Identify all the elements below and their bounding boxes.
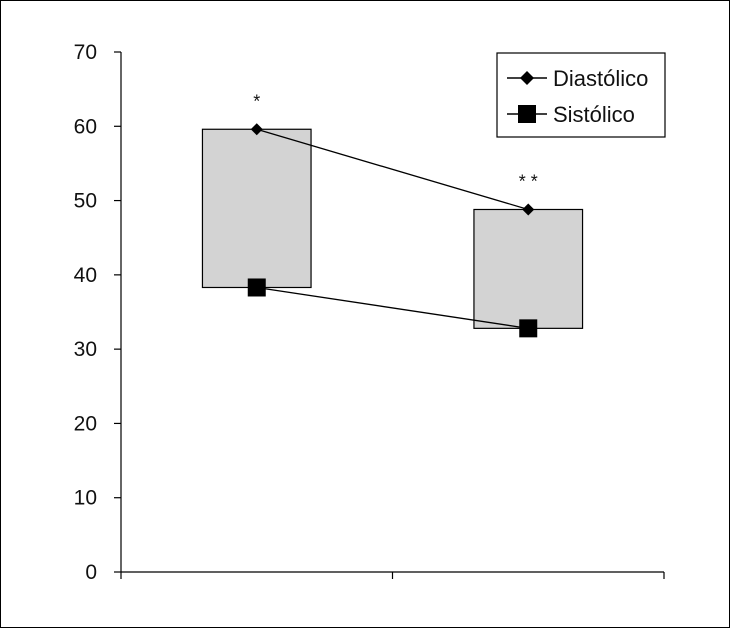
y-tick-label: 60 (74, 115, 97, 138)
x-ticks (120, 572, 665, 579)
range-box (201, 128, 312, 289)
y-tick-label: 40 (74, 264, 97, 287)
data-point-square (519, 319, 538, 338)
significance-marker: * * (519, 171, 538, 191)
data-point-square (247, 278, 266, 297)
range-box (473, 208, 584, 329)
y-tick-label: 0 (85, 561, 97, 584)
y-ticks: 0 10 20 30 40 50 60 70 (74, 41, 121, 584)
y-tick-label: 70 (74, 41, 97, 64)
square-icon (518, 105, 536, 123)
data-point-diamond (522, 203, 535, 216)
y-tick-label: 30 (74, 338, 97, 361)
legend-label-sistolico: Sistólico (553, 102, 635, 127)
legend-label-diastolico: Diastólico (553, 66, 648, 91)
y-tick-label: 10 (74, 487, 97, 510)
series-lines (256, 128, 529, 329)
range-boxes (201, 128, 584, 329)
annotations: * * * (253, 91, 538, 191)
y-tick-label: 20 (74, 412, 97, 435)
series-line (256, 128, 529, 211)
diamond-icon (520, 71, 534, 85)
y-tick-label: 50 (74, 190, 97, 213)
data-point-diamond (250, 123, 263, 136)
series-markers (247, 123, 538, 338)
legend: Diastólico Sistólico (496, 52, 666, 138)
significance-marker: * (253, 91, 260, 111)
series-line (256, 286, 529, 329)
